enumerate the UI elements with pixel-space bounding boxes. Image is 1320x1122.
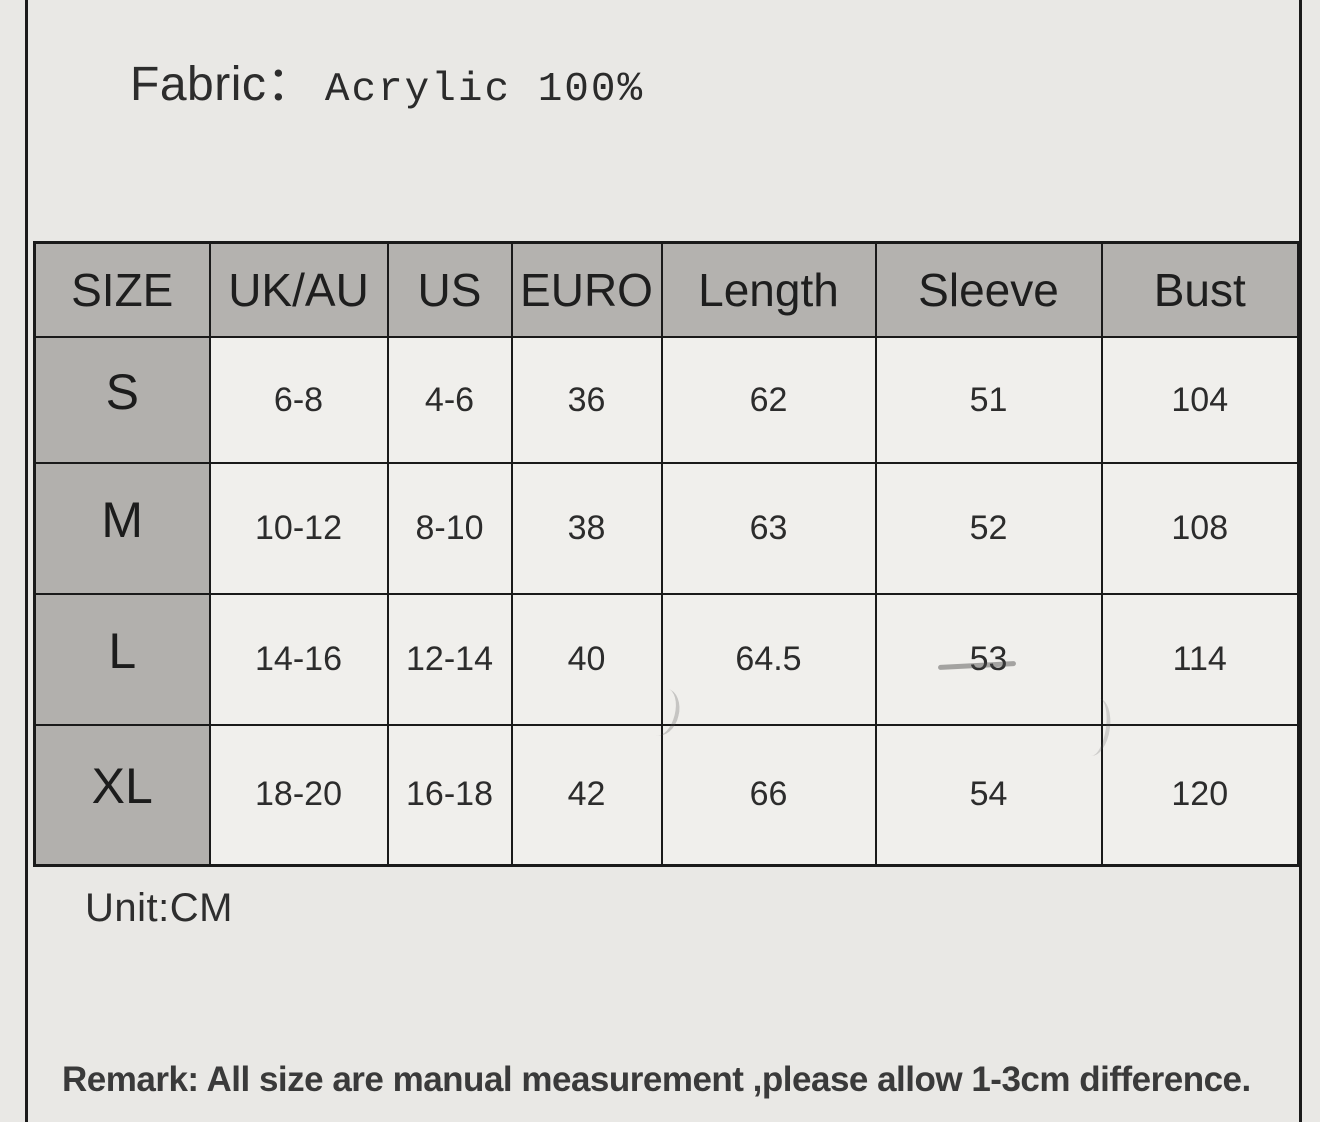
right-frame-line: [1299, 0, 1302, 1122]
fabric-label: Fabric：: [130, 58, 315, 111]
table-row-l: L 14-16 12-14 40 64.5 53 114: [33, 593, 1300, 726]
table-row-xl: XL 18-20 16-18 42 66 54 120: [33, 724, 1300, 866]
unit-label: Unit:CM: [85, 886, 233, 930]
fabric-value: Acrylic 100%: [324, 67, 645, 113]
value-cell: 114: [1100, 593, 1300, 726]
column-header-bust: Bust: [1100, 241, 1300, 338]
column-header-sleeve: Sleeve: [874, 241, 1103, 338]
size-cell: XL: [33, 724, 211, 866]
value-cell: 51: [874, 336, 1103, 464]
value-cell: 104: [1100, 336, 1300, 464]
value-cell: 54: [874, 724, 1103, 866]
value-cell: 12-14: [386, 593, 513, 726]
remark-text: Remark: All size are manual measurement …: [62, 1060, 1251, 1099]
size-table: SIZE UK/AU US EURO Length Sleeve Bust S …: [33, 241, 1300, 867]
table-header-row: SIZE UK/AU US EURO Length Sleeve Bust: [33, 241, 1300, 338]
value-cell: 4-6: [386, 336, 513, 464]
value-cell: 6-8: [208, 336, 389, 464]
left-frame-line: [25, 0, 28, 1122]
value-cell: 63: [660, 462, 877, 595]
value-cell: 64.5: [660, 593, 877, 726]
column-header-euro: EURO: [510, 241, 663, 338]
value-cell: 40: [510, 593, 663, 726]
value-cell: 14-16: [208, 593, 389, 726]
column-header-size: SIZE: [33, 241, 211, 338]
column-header-uk-au: UK/AU: [208, 241, 389, 338]
value-cell: 52: [874, 462, 1103, 595]
fabric-info: Fabric： Acrylic 100%: [130, 44, 644, 114]
value-cell: 66: [660, 724, 877, 866]
value-cell: 62: [660, 336, 877, 464]
value-cell: 8-10: [386, 462, 513, 595]
value-cell: 108: [1100, 462, 1300, 595]
value-cell: 36: [510, 336, 663, 464]
size-cell: M: [33, 462, 211, 595]
size-cell: S: [33, 336, 211, 464]
column-header-length: Length: [660, 241, 877, 338]
table-row-s: S 6-8 4-6 36 62 51 104: [33, 336, 1300, 464]
value-cell: 16-18: [386, 724, 513, 866]
size-cell: L: [33, 593, 211, 726]
value-cell: 42: [510, 724, 663, 866]
table-row-m: M 10-12 8-10 38 63 52 108: [33, 462, 1300, 595]
column-header-us: US: [386, 241, 513, 338]
value-cell: 120: [1100, 724, 1300, 866]
value-cell: 38: [510, 462, 663, 595]
value-cell: 10-12: [208, 462, 389, 595]
value-cell: 53: [874, 593, 1103, 726]
value-cell: 18-20: [208, 724, 389, 866]
